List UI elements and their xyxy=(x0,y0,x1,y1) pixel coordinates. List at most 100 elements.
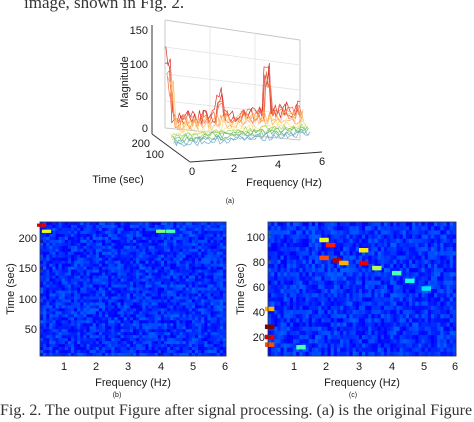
heatmap-background-cell xyxy=(145,257,149,262)
heatmap-background-cell xyxy=(452,335,457,340)
heatmap-background-cell xyxy=(167,335,171,339)
heatmap-background-cell xyxy=(346,234,350,240)
heatmap-background-cell xyxy=(219,287,224,291)
heatmap-background-cell xyxy=(343,247,347,252)
heatmap-background-cell xyxy=(67,272,72,276)
heatmap-background-cell xyxy=(74,254,78,259)
heatmap-background-cell xyxy=(64,317,69,321)
heatmap-background-cell xyxy=(83,275,87,279)
heatmap-background-cell xyxy=(352,326,357,332)
heatmap-background-cell xyxy=(207,248,211,253)
heatmap-background-cell xyxy=(46,326,50,330)
heatmap-background-cell xyxy=(173,323,177,327)
heatmap-background-cell xyxy=(191,278,196,282)
heatmap-background-cell xyxy=(210,335,214,339)
heatmap-background-cell xyxy=(412,301,416,307)
heatmap-background-cell xyxy=(415,238,419,244)
heatmap-background-cell xyxy=(308,326,313,332)
heatmap-background-cell xyxy=(305,301,310,307)
heatmap-background-cell xyxy=(176,332,180,336)
heatmap-background-cell xyxy=(343,318,347,323)
heatmap-background-cell xyxy=(352,272,357,277)
heatmap-background-cell xyxy=(293,305,297,311)
heatmap-background-cell xyxy=(49,293,53,297)
heatmap-background-cell xyxy=(89,296,93,300)
heatmap-background-cell xyxy=(365,222,369,227)
heatmap-background-cell xyxy=(355,293,360,298)
heatmap-background-cell xyxy=(89,338,93,342)
heatmap-background-cell xyxy=(204,308,208,312)
heatmap-background-cell xyxy=(330,293,335,298)
heatmap-background-cell xyxy=(129,227,134,232)
heatmap-background-cell xyxy=(452,343,457,348)
heatmap-background-cell xyxy=(443,255,447,260)
heatmap-background-cell xyxy=(52,230,56,235)
heatmap-background-cell xyxy=(173,290,177,294)
heatmap-background-cell xyxy=(142,239,146,244)
heatmap-background-cell xyxy=(92,338,97,342)
heatmap-background-cell xyxy=(191,350,196,354)
heatmap-background-cell xyxy=(449,330,454,336)
heatmap-background-cell xyxy=(129,299,134,303)
heatmap-background-cell xyxy=(324,305,328,311)
heatmap-background-cell xyxy=(179,293,183,297)
heatmap-background-cell xyxy=(201,353,205,357)
heatmap-background-cell xyxy=(160,293,165,297)
heatmap-background-cell xyxy=(71,326,75,330)
heatmap-background-cell xyxy=(371,351,375,357)
heatmap-background-cell xyxy=(40,293,44,297)
heatmap-background-cell xyxy=(207,329,211,333)
heatmap-background-cell xyxy=(195,251,199,256)
heatmap-background-cell xyxy=(40,317,44,321)
heatmap-background-cell xyxy=(204,335,208,339)
heatmap-background-cell xyxy=(164,284,168,288)
heatmap-background-cell xyxy=(283,234,288,240)
heatmap-background-cell xyxy=(58,266,62,270)
heatmap-background-cell xyxy=(302,339,306,344)
heatmap-background-cell xyxy=(179,326,183,330)
heatmap-background-cell xyxy=(136,302,140,306)
heatmap-background-cell xyxy=(46,248,50,253)
heatmap-background-cell xyxy=(402,247,407,252)
heatmap-background-cell xyxy=(437,255,441,260)
heatmap-background-cell xyxy=(102,266,106,270)
heatmap-background-cell xyxy=(114,323,118,327)
heatmap-background-cell xyxy=(302,238,306,244)
heatmap-background-cell xyxy=(71,350,75,354)
heatmap-background-cell xyxy=(120,320,124,324)
heatmap-background-cell xyxy=(430,301,435,307)
heatmap-background-cell xyxy=(71,260,75,264)
heatmap-background-cell xyxy=(299,293,303,298)
heatmap-background-cell xyxy=(80,227,84,232)
heatmap-background-cell xyxy=(277,238,281,244)
heatmap-background-cell xyxy=(136,251,140,256)
heatmap-background-cell xyxy=(195,338,199,342)
heatmap-background-cell xyxy=(188,311,193,315)
heatmap-background-cell xyxy=(95,299,100,303)
heatmap-background-cell xyxy=(160,320,165,324)
heatmap-background-cell xyxy=(61,272,66,276)
heatmap-background-cell xyxy=(315,284,319,290)
heatmap-background-cell xyxy=(139,239,143,244)
heatmap-background-cell xyxy=(173,278,177,282)
heatmap-background-cell xyxy=(333,326,338,332)
heatmap-background-cell xyxy=(55,260,59,264)
heatmap-background-cell xyxy=(327,255,331,260)
heatmap-hot-spot xyxy=(358,260,369,266)
heatmap-background-cell xyxy=(148,222,152,226)
heatmap-background-cell xyxy=(277,318,281,323)
heatmap-background-cell xyxy=(148,317,152,321)
heatmap-background-cell xyxy=(154,248,159,253)
heatmap-background-cell xyxy=(71,293,75,297)
heatmap-background-cell xyxy=(277,301,281,307)
heatmap-background-cell xyxy=(346,255,350,260)
heatmap-background-cell xyxy=(185,317,190,321)
heatmap-background-cell xyxy=(421,226,425,231)
heatmap-background-cell xyxy=(77,266,81,270)
heatmap-background-cell xyxy=(336,247,341,252)
heatmap-background-cell xyxy=(145,266,149,270)
heatmap-background-cell xyxy=(126,287,131,291)
heatmap-background-cell xyxy=(80,278,84,282)
heatmap-background-cell xyxy=(64,350,69,354)
heatmap-background-cell xyxy=(327,280,331,286)
